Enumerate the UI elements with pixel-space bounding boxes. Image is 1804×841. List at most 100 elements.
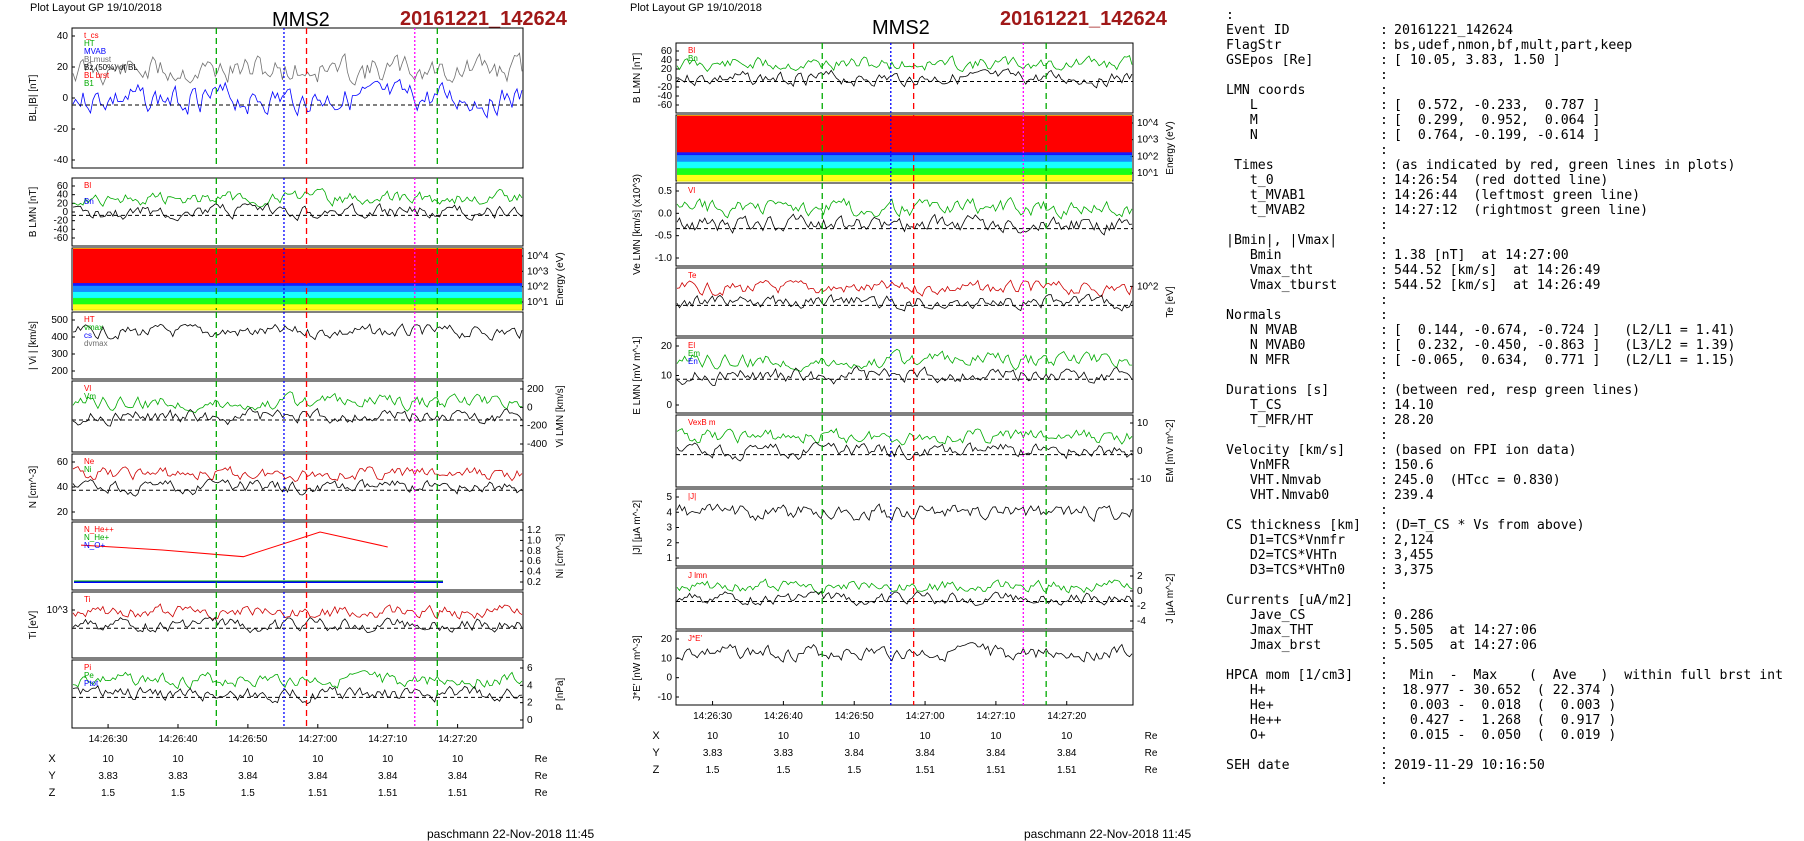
panel-frame xyxy=(675,267,1134,337)
ephemeris-value: 10 xyxy=(452,754,464,765)
summary-colon: : xyxy=(1380,518,1388,533)
summary-row: D1=TCS*Vnmfr:2,124 xyxy=(1226,533,1801,548)
y-tick-label: 0.6 xyxy=(527,556,541,567)
ephemeris-unit: Re xyxy=(535,788,548,799)
y-tick-label: 40 xyxy=(661,55,673,66)
y-tick-label: 10^1 xyxy=(527,297,549,308)
summary-colon: : xyxy=(1380,533,1388,548)
y-tick-label: 4 xyxy=(666,507,672,518)
x-tick-label: 14:27:20 xyxy=(1047,711,1086,722)
y-tick-label: -60 xyxy=(658,100,673,111)
legend-entry: N_He++ xyxy=(84,525,114,534)
panel-frame xyxy=(675,567,1134,630)
summary-key: Vmax_tburst xyxy=(1226,278,1338,293)
y-tick-label: 2 xyxy=(1137,571,1143,582)
summary-colon: : xyxy=(1380,623,1388,638)
x-tick-label: 14:27:00 xyxy=(906,711,945,722)
summary-row: L: [ 0.572, -0.233, 0.787 ] xyxy=(1226,98,1801,113)
summary-key: HPCA mom [1/cm3] xyxy=(1226,668,1354,683)
summary-colon: : xyxy=(1380,248,1388,263)
summary-colon: : xyxy=(1380,743,1388,758)
ephemeris-value: 3.84 xyxy=(986,748,1006,759)
summary-key: Currents [uA/m2] xyxy=(1226,593,1354,608)
legend-entry: VexB m xyxy=(688,418,716,427)
spectrogram-band xyxy=(73,249,522,284)
legend-entry: N_He+ xyxy=(84,533,109,542)
y-tick-label: 60 xyxy=(57,457,69,468)
summary-key: O+ xyxy=(1226,728,1266,743)
panel-1: 40 20 0 -20 -40 BL,|B| [nT] t_csHTMVABBLmustBz… xyxy=(28,27,524,169)
summary-row: VHT.Nmvab0:239.4 xyxy=(1226,488,1801,503)
x-tick-label: 14:26:30 xyxy=(693,711,732,722)
summary-colon: : xyxy=(1380,608,1388,623)
summary-row: VHT.Nmvab:245.0 (HTcc = 0.830) xyxy=(1226,473,1801,488)
summary-key: Normals xyxy=(1226,308,1282,323)
summary-colon: : xyxy=(1380,683,1388,698)
summary-value: [ 0.572, -0.233, 0.787 ] xyxy=(1394,98,1601,113)
x-tick-label: 14:27:20 xyxy=(438,734,477,745)
summary-colon: : xyxy=(1380,68,1388,83)
summary-row: D2=TCS*VHTn:3,455 xyxy=(1226,548,1801,563)
right-figure-header: Plot Layout GP 19/10/2018 xyxy=(630,2,762,14)
spectrogram-band xyxy=(677,161,1132,169)
summary-row: : xyxy=(1226,503,1801,518)
ephemeris-unit: Re xyxy=(1145,731,1158,742)
summary-row: : xyxy=(1226,68,1801,83)
ephemeris-unit: Re xyxy=(535,754,548,765)
data-series-line xyxy=(676,642,1133,663)
summary-row: : xyxy=(1226,428,1801,443)
summary-value: 18.977 - 30.652 ( 22.374 ) xyxy=(1394,683,1617,698)
summary-value: bs,udef,nmon,bf,mult,part,keep xyxy=(1394,38,1633,53)
legend-entry: dvmax xyxy=(84,339,108,348)
x-tick-label: 14:27:00 xyxy=(298,734,337,745)
ephemeris-unit: Re xyxy=(1145,765,1158,776)
y-axis-label: P [nPa] xyxy=(555,677,566,710)
summary-colon: : xyxy=(1380,563,1388,578)
y-tick-label: 40 xyxy=(57,31,69,42)
summary-colon: : xyxy=(1380,728,1388,743)
y-tick-label: -20 xyxy=(54,124,69,135)
y-tick-label: 1.2 xyxy=(527,525,541,536)
summary-colon: : xyxy=(1226,8,1234,23)
summary-key: N MVAB0 xyxy=(1226,338,1306,353)
summary-value: [ 0.232, -0.450, -0.863 ] (L3/L2 = 1.39) xyxy=(1394,338,1736,353)
y-axis-label: Ti [eV] xyxy=(28,611,39,640)
summary-colon: : xyxy=(1380,548,1388,563)
y-tick-label: 200 xyxy=(51,366,68,377)
summary-colon: : xyxy=(1380,713,1388,728)
summary-row: LMN coords: xyxy=(1226,83,1801,98)
y-axis-label: EM [mV m^-2] xyxy=(1165,419,1176,482)
y-tick-label: 2 xyxy=(666,538,672,549)
ephemeris-value: 3.84 xyxy=(844,748,864,759)
y-tick-label: 0.0 xyxy=(658,208,672,219)
y-tick-label: 10^2 xyxy=(527,282,549,293)
summary-value: 0.003 - 0.018 ( 0.003 ) xyxy=(1394,698,1617,713)
y-tick-label: 20 xyxy=(661,341,673,352)
y-tick-label: -2 xyxy=(1137,601,1146,612)
legend-entry: Ni xyxy=(84,465,92,474)
ephemeris-value: 3.84 xyxy=(915,748,935,759)
summary-value: 14:27:12 (rightmost green line) xyxy=(1394,203,1649,218)
summary-colon: : xyxy=(1380,638,1388,653)
data-series-line xyxy=(676,427,1133,446)
summary-row: He+: 0.003 - 0.018 ( 0.003 ) xyxy=(1226,698,1801,713)
y-axis-label: |J| [μA m^-2] xyxy=(632,500,643,555)
y-axis-label: E LMN [mV m^-1] xyxy=(632,336,643,415)
panel-7: 5 4 3 2 1 |J| [μA m^-2] |J| xyxy=(632,488,1134,567)
summary-colon: : xyxy=(1380,188,1388,203)
spectrogram-band xyxy=(677,116,1132,153)
summary-value: 0.427 - 1.268 ( 0.917 ) xyxy=(1394,713,1617,728)
legend-entry: |J| xyxy=(688,492,696,501)
panel-3: 10^4 10^3 10^2 10^1 Energy (eV) xyxy=(71,247,566,311)
y-tick-label: 40 xyxy=(57,190,69,201)
summary-colon: : xyxy=(1380,668,1388,683)
summary-colon: : xyxy=(1380,263,1388,278)
he-plus-plus-line xyxy=(80,531,388,558)
panel-2: 10^4 10^3 10^2 10^1 Energy (eV) xyxy=(675,114,1176,182)
summary-value: 14.10 xyxy=(1394,398,1434,413)
data-series-line xyxy=(72,478,523,497)
summary-row: t_MVAB1:14:26:44 (leftmost green line) xyxy=(1226,188,1801,203)
